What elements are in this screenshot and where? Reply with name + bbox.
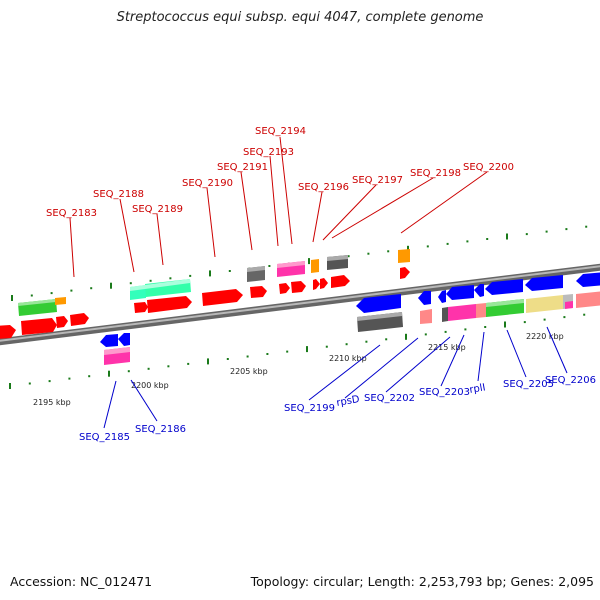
gene-label[interactable]: SEQ_2183 — [46, 208, 97, 219]
gene-arrow[interactable] — [418, 291, 431, 305]
kbp-label: 2215 kbp — [428, 343, 466, 352]
gene-arrow[interactable] — [446, 285, 474, 300]
kbp-label: 2195 kbp — [33, 398, 71, 407]
gene-block[interactable] — [104, 347, 130, 355]
gene-block[interactable] — [565, 301, 573, 309]
gene-block[interactable] — [442, 307, 448, 322]
gene-label[interactable]: SEQ_2189 — [132, 204, 183, 215]
gene-arrow[interactable] — [313, 279, 320, 290]
gene-block[interactable] — [420, 309, 432, 324]
gene-arrow[interactable] — [202, 289, 243, 306]
gene-label[interactable]: SEQ_2199 — [284, 403, 335, 414]
gene-block[interactable] — [448, 304, 476, 321]
gene-block[interactable] — [311, 259, 319, 273]
gene-label[interactable]: rplI — [469, 382, 487, 396]
reverse-labels: SEQ_2185 SEQ_2186 SEQ_2199 rpsD SEQ_2202… — [79, 375, 596, 443]
gene-arrow[interactable] — [438, 290, 446, 303]
gene-arrow[interactable] — [134, 302, 148, 313]
kbp-label: 2210 kbp — [329, 354, 367, 363]
gene-arrow[interactable] — [147, 296, 192, 313]
genome-summary-text: Topology: circular; Length: 2,253,793 bp… — [250, 574, 594, 589]
gene-block[interactable] — [55, 297, 66, 305]
gene-arrow[interactable] — [291, 281, 306, 293]
gene-block[interactable] — [576, 291, 600, 308]
gene-block[interactable] — [476, 303, 486, 318]
gene-label[interactable]: SEQ_2185 — [79, 432, 130, 443]
gene-block[interactable] — [130, 279, 190, 291]
kbp-label: 2205 kbp — [230, 367, 268, 376]
gene-block[interactable] — [18, 299, 56, 306]
gene-block[interactable] — [327, 255, 348, 261]
forward-leader-lines — [69, 136, 488, 278]
gene-label[interactable]: rpsD — [336, 394, 361, 409]
forward-genes — [0, 249, 410, 339]
kbp-label: 2220 kbp — [526, 332, 564, 341]
gene-block[interactable] — [486, 299, 524, 307]
gene-arrow[interactable] — [474, 284, 484, 297]
gene-label[interactable]: SEQ_2193 — [243, 147, 294, 158]
reverse-genes — [100, 272, 600, 365]
gene-arrow[interactable] — [70, 313, 89, 326]
gene-arrow[interactable] — [400, 267, 410, 279]
genome-backbone — [0, 263, 600, 346]
gene-label[interactable]: SEQ_2206 — [545, 375, 596, 386]
gene-label[interactable]: SEQ_2197 — [352, 175, 403, 186]
kbp-label: 2200 kbp — [131, 381, 169, 390]
gene-block[interactable] — [526, 295, 563, 313]
gene-label[interactable]: SEQ_2186 — [135, 424, 186, 435]
gene-label[interactable]: SEQ_2196 — [298, 182, 349, 193]
gene-arrow[interactable] — [525, 275, 563, 291]
forward-labels: SEQ_2183 SEQ_2188 SEQ_2189 SEQ_2190 SEQ_… — [46, 126, 514, 219]
gene-arrow[interactable] — [331, 275, 350, 288]
gene-arrow[interactable] — [576, 272, 600, 287]
gene-label[interactable]: SEQ_2194 — [255, 126, 306, 137]
gene-arrow[interactable] — [250, 286, 267, 298]
accession-text: Accession: NC_012471 — [10, 574, 153, 589]
gene-label[interactable]: SEQ_2202 — [364, 393, 415, 404]
tick-row-reverse — [9, 313, 586, 389]
gene-arrow[interactable] — [118, 333, 130, 346]
gene-arrow[interactable] — [356, 294, 401, 313]
gene-label[interactable]: SEQ_2190 — [182, 178, 233, 189]
gene-label[interactable]: SEQ_2188 — [93, 189, 144, 200]
gene-arrow[interactable] — [21, 318, 57, 335]
reverse-leader-lines — [103, 326, 568, 429]
gene-arrow[interactable] — [56, 316, 68, 328]
gene-label[interactable]: SEQ_2198 — [410, 168, 461, 179]
gene-label[interactable]: SEQ_2203 — [419, 387, 470, 398]
gene-block[interactable] — [247, 266, 265, 272]
gene-block[interactable] — [277, 261, 305, 268]
gene-arrow[interactable] — [320, 278, 328, 289]
map-title: Streptococcus equi subsp. equi 4047, com… — [116, 10, 484, 25]
gene-block[interactable] — [398, 249, 410, 263]
gene-label[interactable]: SEQ_2200 — [463, 162, 514, 173]
gene-label[interactable]: SEQ_2191 — [217, 162, 268, 173]
gene-arrow[interactable] — [0, 325, 16, 339]
gene-arrow[interactable] — [485, 279, 523, 295]
gene-arrow[interactable] — [100, 334, 118, 347]
gene-arrow[interactable] — [279, 283, 290, 294]
gene-label[interactable]: SEQ_2205 — [503, 379, 554, 390]
gene-block[interactable] — [357, 312, 402, 321]
